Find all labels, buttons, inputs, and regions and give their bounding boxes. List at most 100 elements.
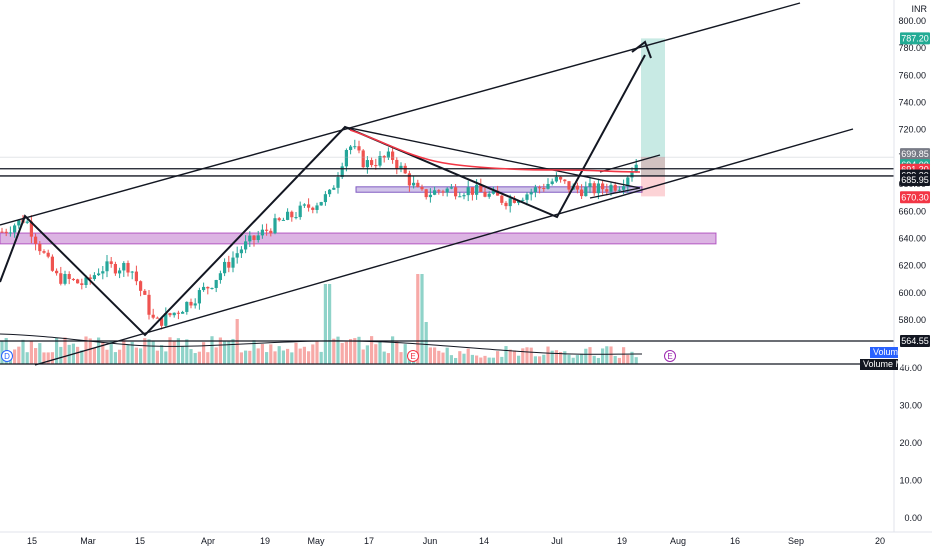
volume-bar [475,355,479,364]
price-tick-label: 660.00 [898,206,926,216]
time-tick-label: Jun [423,536,438,546]
candle-body [231,257,235,268]
candle-body [260,229,264,236]
volume-tick-label: 10.00 [899,476,922,486]
breakout-line [599,154,661,173]
volume-bar [172,341,176,364]
event-marker-circle [1,350,13,362]
candle-body [319,202,323,206]
candle-body [248,235,252,242]
candle-body [420,187,424,190]
candle-body [504,202,508,207]
candle-body [508,198,512,207]
event-marker: D [1,350,13,362]
volume-bar [487,357,491,364]
volume-bar [76,346,80,364]
volume-bar [239,352,243,364]
candle-body [218,273,222,281]
volume-bar [437,350,441,364]
candle-body [59,273,63,284]
candle-body [67,274,71,279]
price-tag-bg [900,148,930,161]
volume-bar [160,345,164,364]
time-tick-label: Apr [201,536,215,546]
volume-bar [294,342,298,364]
candle-body [29,221,33,237]
volume-bar [596,357,600,364]
candle-body [370,160,374,166]
candle-body [554,176,558,182]
candle-body [403,165,407,174]
volume-bar [462,353,466,364]
candle-body [437,190,441,192]
volume-bar [466,348,470,364]
candles-layer [0,139,638,330]
candle-body [529,192,533,195]
volume-bar [441,352,445,364]
volume-bar [46,352,50,364]
candle-body [151,314,155,318]
volume-bar [567,354,571,364]
candle-body [88,277,92,280]
candle-body [84,277,88,285]
volume-bar [113,352,117,364]
target-box-layer [641,38,665,197]
volume-bar [277,346,281,364]
time-tick-label: 15 [27,536,37,546]
price-tag-bg [900,335,930,347]
volume-bar [428,347,432,364]
volume-bar [218,337,222,364]
volume-tick-label: 30.00 [899,401,922,411]
candle-body [214,280,218,288]
price-tag-bg [900,174,930,187]
candle-body [281,219,285,221]
volume-bar [542,354,546,364]
volume-bar [273,351,277,364]
volume-bar [13,349,17,364]
volume-bar [50,352,54,364]
candle-body [479,184,483,192]
time-tick-label: Jul [551,536,563,546]
candle-body [244,241,248,250]
candle-body [290,211,294,218]
volume-bar [256,348,260,364]
volume-bar [101,342,105,364]
candle-body [50,256,54,271]
candle-body [349,146,353,151]
volume-bar [189,349,193,364]
time-tick-label: 20 [875,536,885,546]
volume-tag-bg [870,347,898,358]
volume-bar [197,351,201,364]
candle-body [395,159,399,169]
drawings-layer [0,2,894,366]
volume-bar [349,338,353,364]
volume-bar [319,351,323,364]
candle-body [332,187,336,190]
candle-body [80,283,84,285]
volume-bar [139,348,143,364]
volume-bar [382,351,386,364]
volume-tag-bg [860,359,898,370]
candle-body [630,172,634,178]
volume-bar [592,355,596,364]
volume-bar [223,340,227,364]
candle-body [0,231,4,233]
volume-bar [151,340,155,364]
candle-body [38,243,42,252]
volume-bar [580,353,584,364]
price-tick-label: 760.00 [898,70,926,80]
price-tick-label: 780.00 [898,43,926,53]
price-tag-label: 699.85 [901,149,929,159]
candle-body [365,160,369,168]
candle-body [378,155,382,166]
candle-body [315,205,319,210]
candle-body [588,183,592,187]
candle-body [336,177,340,188]
volume-bar [626,354,630,364]
candle-body [449,187,453,189]
candle-body [323,194,327,203]
volume-bar [118,349,122,364]
